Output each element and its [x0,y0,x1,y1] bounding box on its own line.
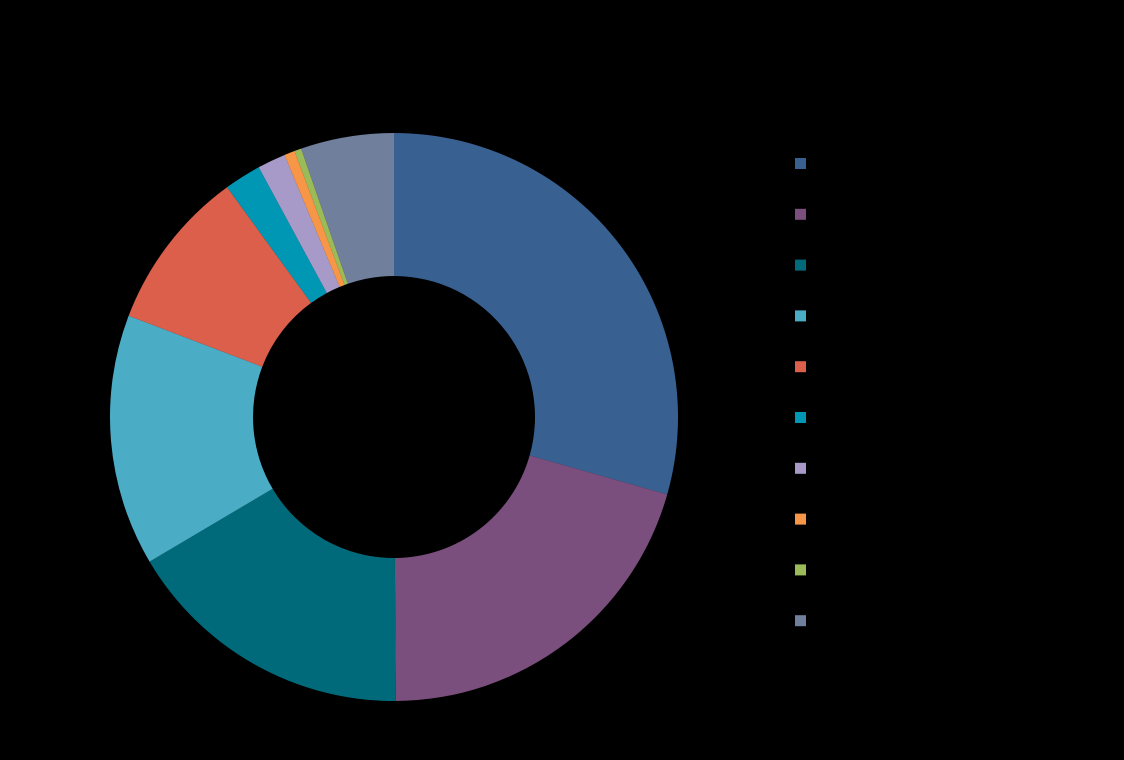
donut-segment [284,151,345,287]
donut-segment [128,187,312,367]
legend-key [795,412,806,423]
donut-segment [394,133,679,495]
legend-key [795,158,806,169]
legend-key [795,310,806,322]
legend-key [795,615,806,627]
legend-key [795,361,806,373]
donut-segment [294,148,348,285]
legend-key [795,462,806,474]
donut-segment [258,154,340,294]
legend-key [795,208,806,220]
donut-segment [149,488,396,701]
legend-key [795,513,806,525]
donut-segment [301,133,394,284]
legend-key [795,564,806,576]
donut-segment [227,167,327,303]
donut-segment [110,315,273,562]
donut-segment [394,455,668,701]
legend-key [795,259,806,271]
